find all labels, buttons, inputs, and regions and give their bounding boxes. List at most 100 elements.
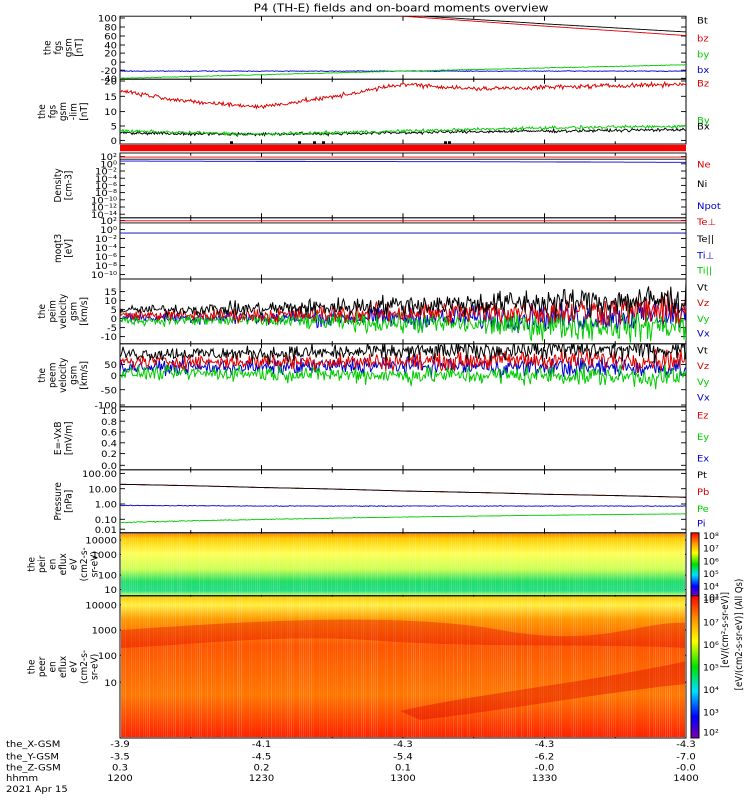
- spectrogram-stripe: [521, 596, 522, 738]
- spectrogram-stripe: [633, 533, 634, 595]
- spectrogram-stripe: [449, 533, 450, 595]
- spectrogram-stripe: [305, 596, 306, 738]
- spectrogram-stripe: [231, 533, 232, 595]
- spectrogram-stripe: [367, 533, 368, 595]
- spectrogram-stripe: [447, 534, 448, 595]
- spectrogram-stripe: [205, 533, 206, 595]
- spectrogram-stripe: [199, 596, 200, 738]
- spectrogram-stripe: [649, 533, 650, 595]
- spectrogram-stripe: [305, 533, 306, 595]
- spectrogram-stripe: [217, 597, 218, 737]
- spectrogram-stripe: [231, 597, 232, 737]
- legend-bt: Bt: [697, 16, 708, 26]
- spectrogram-stripe: [223, 596, 224, 738]
- y-tick-label: 10⁻⁶: [95, 181, 117, 191]
- spectrogram-stripe: [313, 533, 314, 595]
- legend-pt: Pt: [697, 470, 707, 480]
- spectrogram-stripe: [665, 533, 666, 595]
- colorbar-peir-scale: [690, 532, 700, 597]
- spectrogram-stripe: [361, 533, 362, 595]
- spectrogram-stripe: [141, 597, 142, 737]
- spectrogram-stripe: [461, 596, 462, 738]
- spectrogram-stripe: [665, 596, 666, 738]
- spectrogram-stripe: [387, 533, 388, 595]
- spectrogram-stripe: [295, 533, 296, 595]
- spectrogram-stripe: [577, 596, 578, 738]
- spectrogram-stripe: [181, 596, 182, 738]
- y-axis-label: [nT]: [73, 39, 85, 57]
- y-tick-label: 60: [104, 32, 117, 42]
- spectrogram-stripe: [191, 596, 192, 738]
- spectrogram-stripe: [427, 596, 428, 738]
- y-tick-label: 0.8: [101, 417, 117, 427]
- spectrogram-stripe: [527, 534, 528, 595]
- spectrogram-stripe: [195, 596, 196, 738]
- spectrogram-stripe: [589, 596, 590, 738]
- spectrogram-stripe: [227, 533, 228, 595]
- spectrogram-stripe: [173, 596, 174, 738]
- legend-ti: Ti||: [696, 266, 712, 276]
- spectrogram-stripe: [167, 533, 168, 595]
- spectrogram-stripe: [257, 533, 258, 595]
- panel-pressure-plot: [120, 483, 686, 524]
- y-axis-label: Density: [52, 168, 64, 203]
- y-tick-label: 10⁻⁸: [95, 189, 117, 199]
- spectrogram-stripe: [549, 596, 550, 738]
- y-tick-label: 15: [104, 288, 117, 298]
- legend-npot: Npot: [697, 201, 721, 211]
- y-tick-label: 10: [104, 678, 117, 688]
- spectrogram-stripe: [455, 597, 456, 737]
- spectrogram-stripe: [473, 597, 474, 737]
- spectrogram-stripe: [255, 596, 256, 738]
- y-tick-label: 10⁻⁶: [95, 253, 117, 263]
- spectrogram-stripe: [157, 533, 158, 595]
- spectrogram-stripe: [563, 597, 564, 737]
- spectrogram-stripe: [239, 596, 240, 738]
- spectrogram-stripe: [219, 533, 220, 595]
- y-tick-label: 0.01: [95, 525, 117, 535]
- spectrogram-stripe: [535, 597, 536, 737]
- spectrogram-stripe: [423, 533, 424, 595]
- spectrogram-stripe: [391, 597, 392, 737]
- spectrogram-stripe: [225, 597, 226, 737]
- spectrogram-stripe: [237, 533, 238, 595]
- spectrogram-stripe: [569, 597, 570, 737]
- spectrogram-stripe: [125, 596, 126, 738]
- footer-value: 1330: [532, 774, 557, 784]
- spectrogram-stripe: [165, 596, 166, 738]
- y-tick-label: 20: [104, 49, 117, 59]
- spectrogram-stripe: [437, 533, 438, 595]
- spectrogram-stripe: [353, 596, 354, 738]
- panels-group: 100806040200-20-40thefgsgsm[nT]Btbzbybx2…: [26, 14, 721, 739]
- spectrogram-stripe: [127, 597, 128, 737]
- spectrogram-stripe: [607, 596, 608, 738]
- spectrogram-stripe: [473, 534, 474, 595]
- spectrogram-stripe: [425, 596, 426, 738]
- spectrogram-stripe: [349, 533, 350, 595]
- spectrogram-stripe: [209, 597, 210, 737]
- y-tick-label: 50: [104, 361, 117, 371]
- spectrogram-stripe: [309, 596, 310, 738]
- spectrogram-stripe: [553, 596, 554, 738]
- spectrogram-stripe: [303, 533, 304, 595]
- spectrogram-stripe: [411, 533, 412, 595]
- series-npot: [120, 160, 686, 163]
- spectrogram-stripe: [543, 596, 544, 738]
- spectrogram-stripe: [571, 596, 572, 738]
- spectrogram-stripe: [603, 533, 604, 595]
- legend-vz: Vz: [697, 361, 709, 371]
- spectrogram-stripe: [535, 534, 536, 595]
- spectrogram-stripe: [301, 596, 302, 738]
- spectrogram-stripe: [671, 596, 672, 738]
- spectrogram-stripe: [661, 533, 662, 595]
- y-axis-label: eV: [68, 661, 80, 673]
- spectrogram-stripe: [523, 596, 524, 738]
- y-tick-label: 10⁻¹⁰: [91, 196, 117, 206]
- spectrogram-stripe: [657, 596, 658, 738]
- spectrogram-stripe: [161, 596, 162, 738]
- spectrogram-stripe: [243, 596, 244, 738]
- legend-by: By: [697, 116, 710, 126]
- spectrogram-stripe: [607, 533, 608, 595]
- y-axis-label: velocity: [58, 357, 70, 392]
- spectrogram-stripe: [529, 533, 530, 595]
